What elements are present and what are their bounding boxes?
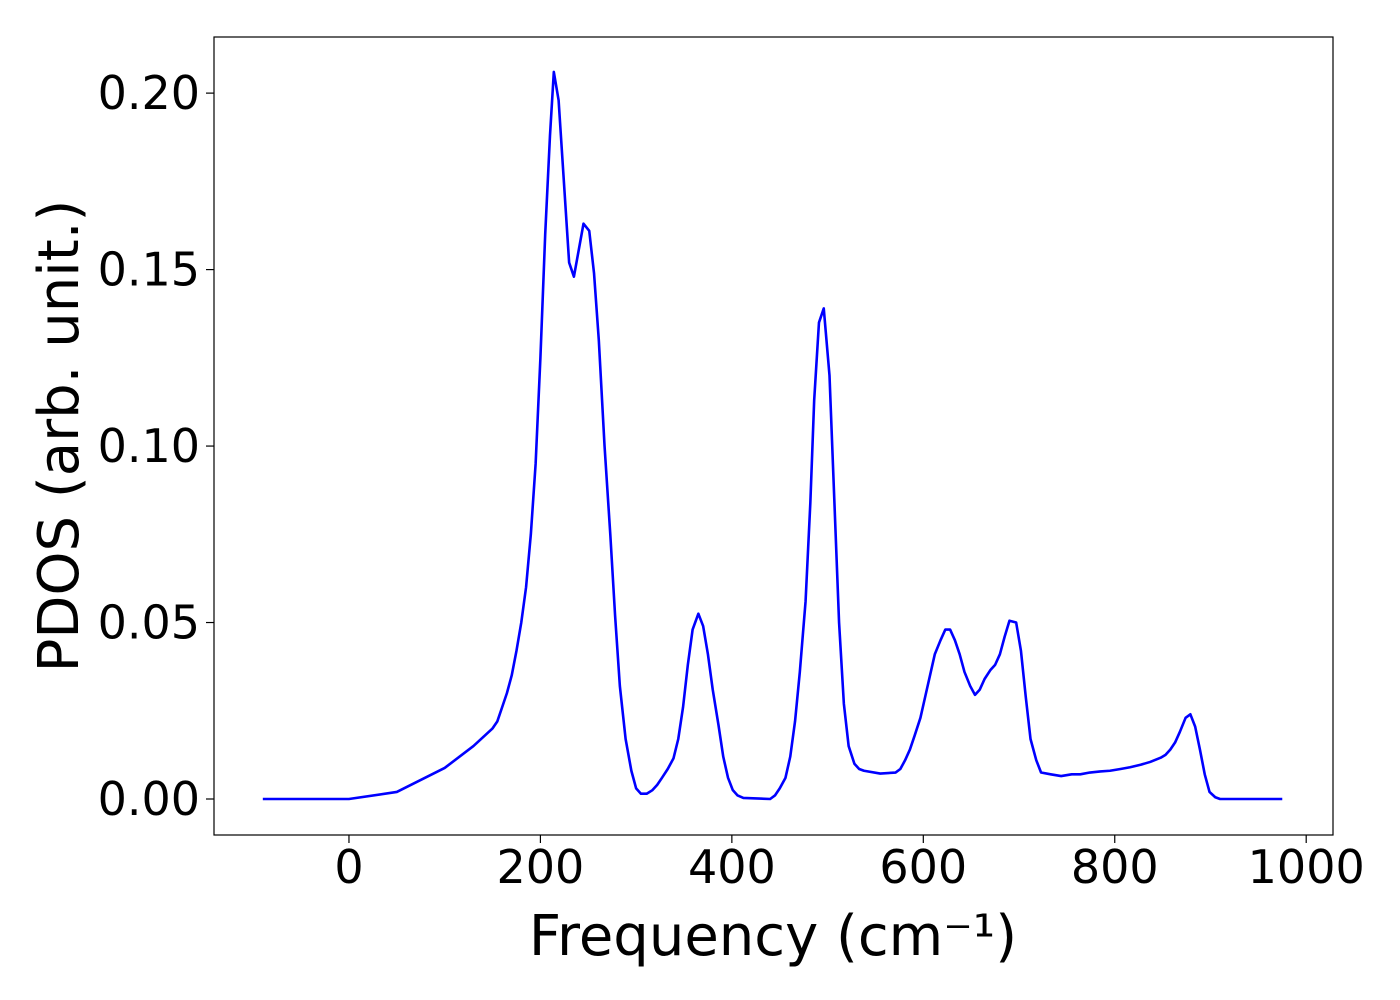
x-tick-label: 1000: [1248, 840, 1365, 894]
x-axis-label: Frequency (cm⁻¹): [529, 904, 1017, 969]
y-tick-label: 0.05: [98, 596, 200, 650]
y-tick-label: 0.20: [98, 66, 200, 120]
y-tick-label: 0.10: [98, 419, 200, 473]
y-axis-label: PDOS (arb. unit.): [27, 200, 92, 673]
data-line: [262, 70, 1283, 801]
x-tick-label: 0: [334, 840, 363, 894]
x-tick-label: 800: [1071, 840, 1159, 894]
y-tick-label: 0.00: [98, 772, 200, 826]
y-tick-label: 0.15: [98, 243, 200, 297]
x-tick-label: 600: [879, 840, 967, 894]
plot-frame: [213, 36, 1334, 836]
x-tick-label: 200: [497, 840, 585, 894]
x-tick-label: 400: [688, 840, 776, 894]
